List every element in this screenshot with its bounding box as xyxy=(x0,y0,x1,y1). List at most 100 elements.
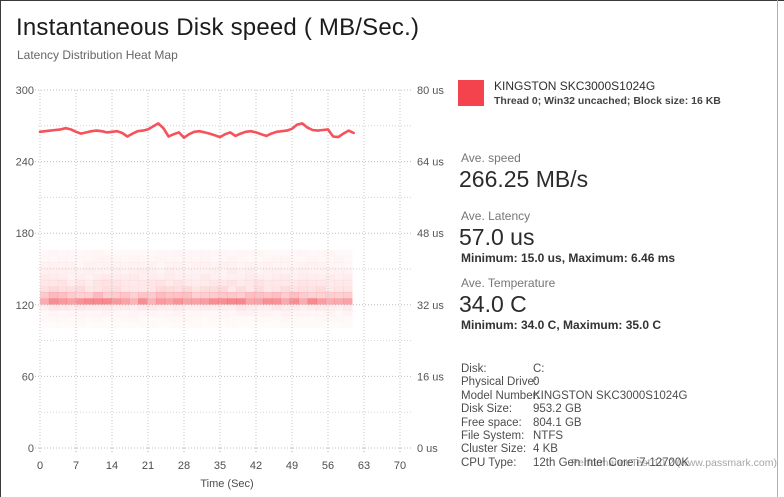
heatmap-cell xyxy=(75,286,85,293)
heatmap-cell xyxy=(84,304,94,311)
heatmap-cell xyxy=(209,286,219,293)
heatmap-cell xyxy=(325,261,335,269)
heatmap-cell xyxy=(111,267,121,275)
ave-latency-label: Ave. Latency xyxy=(461,209,531,223)
heatmap-cell xyxy=(111,286,121,293)
heatmap-cell xyxy=(164,249,175,257)
legend-test-details: Thread 0; Win32 uncached; Block size: 16… xyxy=(494,95,721,107)
heatmap-cell xyxy=(191,279,201,287)
info-row-value: KINGSTON SKC3000S1024G xyxy=(533,389,688,402)
heatmap-cell xyxy=(182,286,192,293)
heatmap-cell xyxy=(307,274,317,281)
left-axis-tick-label: 120 xyxy=(16,300,34,312)
heatmap-cell xyxy=(191,274,201,281)
heatmap-cell xyxy=(173,286,184,293)
heatmap-cell xyxy=(316,309,326,317)
heatmap-cell xyxy=(155,286,166,293)
heatmap-cell xyxy=(200,256,210,263)
heatmap-cell xyxy=(316,261,326,269)
heatmap-cell xyxy=(289,256,299,263)
heatmap-cell xyxy=(271,286,282,293)
heatmap-cell xyxy=(227,322,236,328)
heatmap-cell xyxy=(334,256,344,263)
heatmap-cell xyxy=(236,261,246,269)
heatmap-cell xyxy=(218,309,228,317)
heatmap-cell xyxy=(200,304,210,311)
heatmap-cell xyxy=(316,256,326,263)
heatmap-cell xyxy=(227,250,236,256)
heatmap-cell xyxy=(227,304,237,311)
heatmap-cell xyxy=(227,316,236,322)
heatmap-cell xyxy=(298,279,308,287)
heatmap-cell xyxy=(200,291,210,299)
heatmap-cell xyxy=(343,316,352,322)
heatmap-cell xyxy=(316,249,326,257)
heatmap-cell xyxy=(200,261,210,269)
heatmap-cell xyxy=(93,256,103,263)
heatmap-cell xyxy=(40,322,49,328)
heatmap-cell xyxy=(334,322,343,328)
heatmap-cell xyxy=(182,309,192,317)
heatmap-cell xyxy=(316,267,326,275)
heatmap-cell xyxy=(120,261,130,269)
heatmap-cell xyxy=(120,322,129,328)
x-axis-tick-label: 0 xyxy=(37,460,43,472)
heatmap-cell xyxy=(227,274,237,281)
heatmap-cell xyxy=(325,249,335,257)
heatmap-cell xyxy=(66,249,76,257)
heatmap-cell xyxy=(209,274,219,281)
heatmap-cell xyxy=(182,274,192,281)
heatmap-cell xyxy=(93,291,103,299)
heatmap-cell xyxy=(102,267,112,275)
heatmap-cell xyxy=(307,261,317,269)
left-axis-tick-label: 0 xyxy=(28,443,34,455)
info-row-label: Physical Drive: xyxy=(461,376,538,389)
heatmap-cell xyxy=(262,291,273,299)
heatmap-cell xyxy=(209,309,219,317)
ave-temperature-label: Ave. Temperature xyxy=(461,276,556,290)
heatmap-cell xyxy=(57,286,68,293)
heatmap-cell xyxy=(84,261,94,269)
heatmap-cell xyxy=(120,274,130,281)
heatmap-cell xyxy=(298,304,308,311)
heatmap-cell xyxy=(245,298,255,305)
heatmap-cell xyxy=(218,256,228,263)
heatmap-cell xyxy=(138,267,148,275)
heatmap-cell xyxy=(334,291,344,299)
heatmap-cell xyxy=(164,261,175,269)
ave-latency-value: 57.0 us xyxy=(459,224,535,250)
heatmap-cell xyxy=(93,249,103,257)
heatmap-cell xyxy=(76,250,85,256)
heatmap-cell xyxy=(48,286,59,293)
heatmap-cell xyxy=(262,315,273,322)
heatmap-cell xyxy=(120,291,130,299)
heatmap-cell xyxy=(120,309,130,317)
heatmap-cell xyxy=(227,298,237,305)
left-axis-tick-label: 60 xyxy=(22,371,34,383)
heatmap-cell xyxy=(76,322,85,328)
heatmap-cell xyxy=(201,322,210,328)
heatmap-cell xyxy=(209,298,219,305)
heatmap-cell xyxy=(200,249,210,257)
heatmap-cell xyxy=(173,267,184,275)
heatmap-cell xyxy=(280,304,291,311)
heatmap-cell xyxy=(218,298,228,305)
heatmap-cell xyxy=(164,309,175,317)
page-subtitle: Latency Distribution Heat Map xyxy=(17,48,178,62)
heatmap-cell xyxy=(316,279,326,287)
heatmap-cell xyxy=(102,298,112,305)
heatmap-cell xyxy=(271,298,282,305)
info-row: Disk Size: 953.2 GB xyxy=(461,403,689,416)
heatmap-cell xyxy=(245,322,254,328)
heatmap-cell xyxy=(334,298,344,305)
heatmap-cell xyxy=(254,249,264,257)
heatmap-cell xyxy=(218,291,228,299)
x-axis-title: Time (Sec) xyxy=(200,478,253,490)
heatmap-cell xyxy=(164,286,175,293)
watermark-text: PerformanceTest 10.2 (www.passmark.com) xyxy=(571,457,777,469)
heatmap-cell xyxy=(200,298,210,305)
heatmap-cell xyxy=(254,322,263,328)
heatmap-cell xyxy=(227,291,237,299)
heatmap-cell xyxy=(245,279,255,287)
info-row: Cluster Size: 4 KB xyxy=(461,443,689,456)
